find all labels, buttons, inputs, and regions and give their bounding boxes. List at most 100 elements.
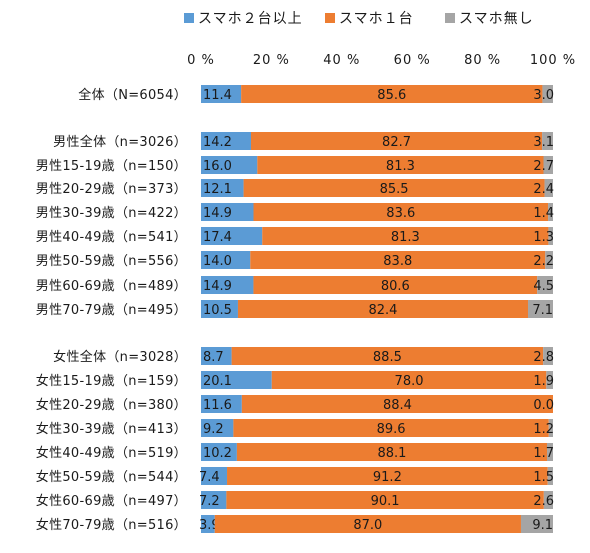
legend-swatch-2 xyxy=(445,13,455,23)
chart-row: 女性15-19歳（n=159） 20.1 78.0 1.9 xyxy=(36,371,554,389)
data-label-1: 87.0 xyxy=(353,518,382,533)
row-label: 全体（N=6054） xyxy=(78,87,187,103)
bar-segment-0 xyxy=(201,85,242,103)
bar-segment-1 xyxy=(231,347,544,365)
chart-row: 女性40-49歳（n=519） 10.2 88.1 1.7 xyxy=(36,443,554,461)
bar-segment-1 xyxy=(253,203,549,221)
bar-segment-0 xyxy=(201,300,238,318)
bar-segment-2 xyxy=(547,443,553,461)
bar-segment-1 xyxy=(262,227,549,245)
chart-row: 女性全体（n=3028） 8.7 88.5 2.8 xyxy=(53,347,554,365)
x-axis-ticks: 0 % 20 % 40 % 60 % 80 % 100 % xyxy=(187,53,575,68)
bar-segment-2 xyxy=(545,251,553,269)
bar-segment-2 xyxy=(548,203,553,221)
bar-segment-0 xyxy=(201,515,215,533)
row-label: 男性全体（n=3026） xyxy=(53,134,187,150)
data-label-2: 2.2 xyxy=(533,254,554,269)
row-label: 女性70-79歳（n=516） xyxy=(36,517,187,533)
bar-segment-0 xyxy=(201,443,237,461)
data-label-0: 7.2 xyxy=(199,494,220,509)
data-label-0: 3.9 xyxy=(199,518,220,533)
data-label-1: 90.1 xyxy=(371,494,400,509)
row-label: 女性60-69歳（n=497） xyxy=(36,493,187,509)
row-label: 男性70-79歳（n=495） xyxy=(36,303,187,318)
data-label-0: 9.2 xyxy=(203,422,224,437)
data-label-1: 83.8 xyxy=(383,254,412,269)
data-label-1: 89.6 xyxy=(377,422,406,437)
data-label-1: 82.4 xyxy=(369,303,398,318)
data-label-2: 2.8 xyxy=(533,350,554,365)
bar-segment-0 xyxy=(201,347,232,365)
bar-segment-2 xyxy=(543,156,553,174)
data-label-0: 11.4 xyxy=(203,88,232,103)
bar-segment-2 xyxy=(528,300,553,318)
data-label-2: 2.6 xyxy=(533,494,554,509)
data-label-0: 17.4 xyxy=(203,230,232,245)
legend-label-0: スマホ２台以上 xyxy=(198,11,303,27)
bar-segment-2 xyxy=(542,85,553,103)
row-label: 男性50-59歳（n=556） xyxy=(36,254,187,269)
data-label-2: 7.1 xyxy=(532,303,553,318)
data-label-0: 8.7 xyxy=(203,350,224,365)
bar-segment-0 xyxy=(201,203,254,221)
data-label-1: 91.2 xyxy=(373,470,402,485)
data-label-0: 20.1 xyxy=(203,374,232,389)
data-label-2: 4.5 xyxy=(533,279,554,294)
data-label-1: 81.3 xyxy=(386,159,415,174)
chart-row: 女性60-69歳（n=497） 7.2 90.1 2.6 xyxy=(36,491,554,509)
row-label: 女性20-29歳（n=380） xyxy=(36,397,187,413)
bar-segment-2 xyxy=(543,491,553,509)
x-tick-label-4: 80 % xyxy=(464,53,501,68)
bar-segment-0 xyxy=(201,491,227,509)
legend-swatch-0 xyxy=(184,13,194,23)
bar-segment-1 xyxy=(227,467,548,485)
chart-row: 全体（N=6054） 11.4 85.6 3.0 xyxy=(78,85,554,103)
bar-segment-0 xyxy=(201,227,263,245)
row-label: 男性20-29歳（n=373） xyxy=(36,182,187,197)
data-label-0: 10.2 xyxy=(203,446,232,461)
chart-row: 女性30-39歳（n=413） 9.2 89.6 1.2 xyxy=(36,419,554,437)
data-label-0: 10.5 xyxy=(203,303,232,318)
bar-segment-1 xyxy=(237,300,529,318)
bar-segment-1 xyxy=(250,251,546,269)
data-label-1: 80.6 xyxy=(381,279,410,294)
bar-segment-0 xyxy=(201,276,254,294)
data-label-1: 88.4 xyxy=(383,398,412,413)
bar-segment-1 xyxy=(271,371,547,389)
bar-segment-0 xyxy=(201,419,234,437)
chart-row: 男性30-39歳（n=422） 14.9 83.6 1.4 xyxy=(36,203,554,221)
row-label: 女性40-49歳（n=519） xyxy=(36,445,187,461)
bar-segment-0 xyxy=(201,132,251,150)
row-label: 女性15-19歳（n=159） xyxy=(36,373,187,389)
data-label-0: 14.2 xyxy=(203,135,232,150)
bar-segment-1 xyxy=(214,515,521,533)
data-label-0: 7.4 xyxy=(199,470,220,485)
bar-segment-1 xyxy=(241,395,553,413)
data-label-1: 78.0 xyxy=(395,374,424,389)
data-label-2: 1.7 xyxy=(533,446,554,461)
bar-segment-1 xyxy=(250,132,543,150)
data-label-1: 82.7 xyxy=(382,135,411,150)
bar-segment-0 xyxy=(201,251,251,269)
data-label-2: 3.0 xyxy=(533,88,554,103)
bar-segment-1 xyxy=(257,156,544,174)
data-label-1: 88.5 xyxy=(373,350,402,365)
data-label-0: 14.0 xyxy=(203,254,232,269)
chart-row: 男性40-49歳（n=541） 17.4 81.3 1.3 xyxy=(36,227,554,245)
data-label-2: 9.1 xyxy=(532,518,553,533)
x-tick-label-0: 0 % xyxy=(187,53,215,68)
chart-row: 男性15-19歳（n=150） 16.0 81.3 2.7 xyxy=(36,156,554,174)
bar-segment-1 xyxy=(226,491,544,509)
data-label-0: 14.9 xyxy=(203,206,232,221)
data-label-2: 2.4 xyxy=(533,182,554,197)
chart-row: 男性70-79歳（n=495） 10.5 82.4 7.1 xyxy=(36,300,553,318)
row-label: 女性全体（n=3028） xyxy=(53,349,187,365)
legend-label-1: スマホ１台 xyxy=(339,11,414,27)
legend-swatch-1 xyxy=(325,13,335,23)
chart-row: 男性50-59歳（n=556） 14.0 83.8 2.2 xyxy=(36,251,554,269)
bar-segment-2 xyxy=(547,467,553,485)
row-label: 女性30-39歳（n=413） xyxy=(36,421,187,437)
bar-segment-2 xyxy=(548,227,553,245)
x-tick-label-1: 20 % xyxy=(253,53,290,68)
